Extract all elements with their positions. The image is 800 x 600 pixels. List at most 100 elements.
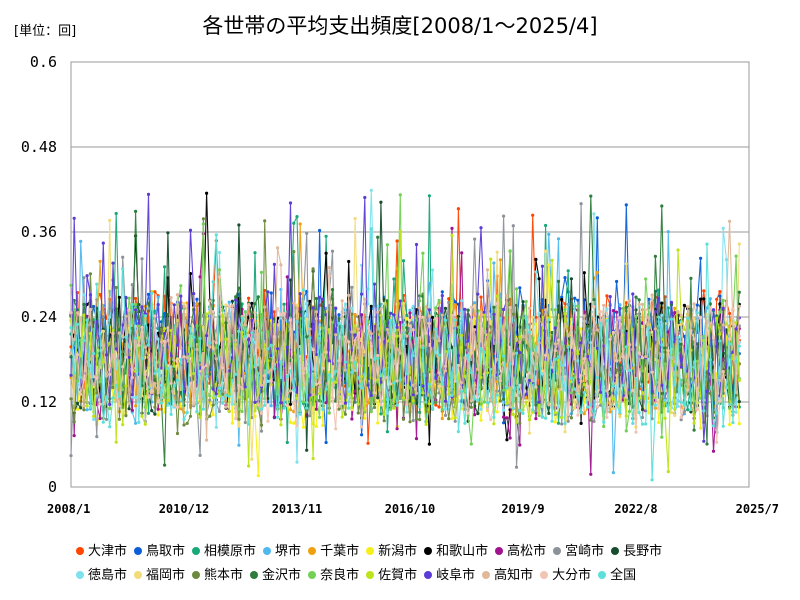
data-point [121,423,125,427]
data-point [647,326,651,330]
data-point [695,359,699,363]
data-point [608,373,612,377]
data-point [301,288,306,292]
data-point [272,310,276,314]
data-point [163,327,167,331]
data-point [340,324,344,328]
data-point [473,304,477,308]
data-point [363,410,367,414]
data-point [647,297,651,301]
data-point [295,306,299,310]
data-point [318,415,322,419]
data-point [586,355,590,359]
data-point [314,352,318,357]
data-point [237,377,241,381]
data-point [127,345,131,349]
data-point [640,380,645,384]
data-point [569,391,574,395]
legend-marker [495,546,504,555]
data-point [214,370,218,374]
data-point [431,343,435,348]
data-point [718,290,722,294]
data-point [382,319,386,324]
legend-item: 堺市 [263,540,301,559]
data-point [350,370,354,374]
data-point [285,345,289,349]
data-point [460,299,464,303]
legend-item: 相模原市 [192,540,256,559]
data-point [582,390,586,395]
data-point [208,372,212,376]
data-point [263,373,267,377]
data-point [98,380,102,384]
data-point [618,303,622,307]
data-point [389,311,393,315]
data-point [640,302,645,306]
data-point [272,367,276,371]
data-point [382,412,386,416]
data-point [111,385,115,390]
data-point [498,258,502,262]
data-point [566,419,570,423]
data-point [318,392,322,396]
data-point [295,424,299,428]
data-point [592,415,596,419]
legend-label: 相模原市 [204,544,257,559]
data-point [201,217,205,221]
data-point [88,293,92,297]
data-point [179,398,183,402]
data-point [660,383,664,387]
data-point [608,410,612,414]
data-point [611,309,616,313]
data-point [250,314,254,318]
data-point [379,412,383,416]
data-point [408,308,412,312]
data-point [579,393,583,397]
data-point [88,405,92,409]
legend-marker [192,546,201,555]
data-point [92,383,96,387]
data-point [692,365,696,369]
data-point [411,393,415,397]
data-point [699,356,703,360]
data-point [563,430,567,434]
data-point [679,400,683,404]
data-point [443,399,448,403]
data-point [108,341,112,345]
data-point [731,421,735,425]
data-point [243,420,247,425]
data-point [602,424,606,429]
data-point [544,223,548,228]
data-point [360,364,364,368]
data-point [408,311,412,315]
data-point [305,231,309,235]
data-point [621,306,625,310]
data-point [372,282,377,286]
data-point [376,378,380,382]
data-point [721,370,725,374]
data-point [679,418,683,422]
data-point [440,382,444,386]
data-point [279,263,283,267]
data-point [692,421,696,425]
data-point [705,328,709,332]
data-point [653,403,658,407]
data-point [576,298,580,302]
data-point [673,413,677,417]
data-point [734,321,738,325]
data-point [153,378,157,382]
data-point [104,417,109,421]
data-point [705,442,709,446]
data-point [318,336,322,340]
data-point [456,325,460,329]
data-point [150,389,154,393]
data-point [437,353,441,357]
data-point [695,303,699,307]
data-point [531,351,535,355]
data-point [108,315,112,319]
data-point [440,294,444,298]
data-point [492,344,496,348]
data-point [427,402,431,406]
data-point [734,327,738,331]
